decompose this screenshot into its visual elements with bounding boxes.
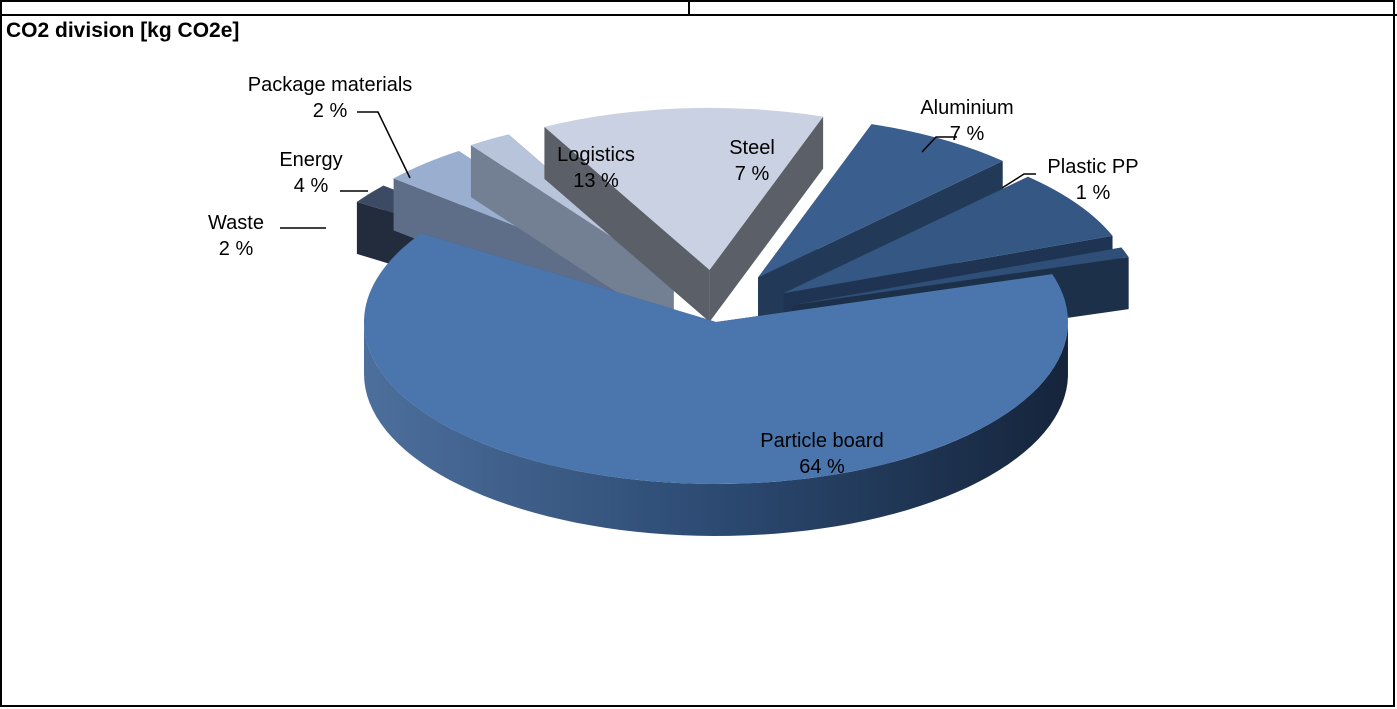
slice-label-value: 7 % bbox=[949, 123, 985, 145]
top-divider bbox=[688, 0, 690, 16]
slice-label-name: Particle board bbox=[760, 430, 884, 452]
slice-label-logistics: Logistics 13 % bbox=[557, 142, 635, 194]
leader-lines bbox=[280, 111, 1036, 229]
slice-label-name: Logistics bbox=[557, 144, 635, 166]
slice-label-name: Package materials bbox=[247, 74, 413, 96]
slice-label-name: Energy bbox=[279, 149, 343, 171]
slice-side bbox=[364, 322, 1068, 536]
slice-label-value: 4 % bbox=[293, 175, 329, 197]
slice-label-package-materials: Package materials 2 % bbox=[248, 72, 413, 124]
leader-line bbox=[1001, 173, 1036, 189]
slice-wall bbox=[544, 126, 710, 322]
slice-label-value: 2 % bbox=[312, 100, 348, 122]
slice-label-name: Steel bbox=[729, 137, 775, 159]
slice-label-particle-board: Particle board 64 % bbox=[760, 428, 883, 480]
slice-label-plastic-pp: Plastic PP 1 % bbox=[1047, 154, 1138, 206]
leader-line bbox=[921, 136, 957, 153]
pie-slices bbox=[356, 107, 1129, 536]
slice-top bbox=[758, 124, 1003, 278]
slice-label-name: Plastic PP bbox=[1047, 156, 1139, 178]
leader-line bbox=[357, 111, 411, 179]
slice-label-steel: Steel 7 % bbox=[729, 135, 775, 187]
slice-top bbox=[544, 107, 824, 270]
slice-top bbox=[783, 176, 1113, 294]
slice-wall bbox=[709, 116, 824, 322]
slice-label-waste: Waste 2 % bbox=[208, 210, 264, 262]
slice-label-energy: Energy 4 % bbox=[279, 147, 342, 199]
slice-label-value: 2 % bbox=[218, 238, 254, 260]
slice-label-name: Waste bbox=[208, 212, 264, 234]
slice-label-value: 64 % bbox=[799, 456, 845, 478]
slice-label-value: 7 % bbox=[734, 163, 770, 185]
slice-top bbox=[792, 247, 1129, 306]
top-rule bbox=[0, 0, 1397, 16]
slice-top bbox=[363, 233, 1069, 484]
pie-slice-particle-board bbox=[363, 233, 1069, 536]
pie-slice-logistics bbox=[544, 107, 824, 322]
slice-label-name: Aluminium bbox=[920, 97, 1014, 119]
chart-title: CO2 division [kg CO2e] bbox=[6, 19, 240, 42]
slice-label-aluminium: Aluminium 7 % bbox=[920, 95, 1013, 147]
slice-label-value: 13 % bbox=[573, 170, 619, 192]
slice-label-value: 1 % bbox=[1075, 182, 1111, 204]
